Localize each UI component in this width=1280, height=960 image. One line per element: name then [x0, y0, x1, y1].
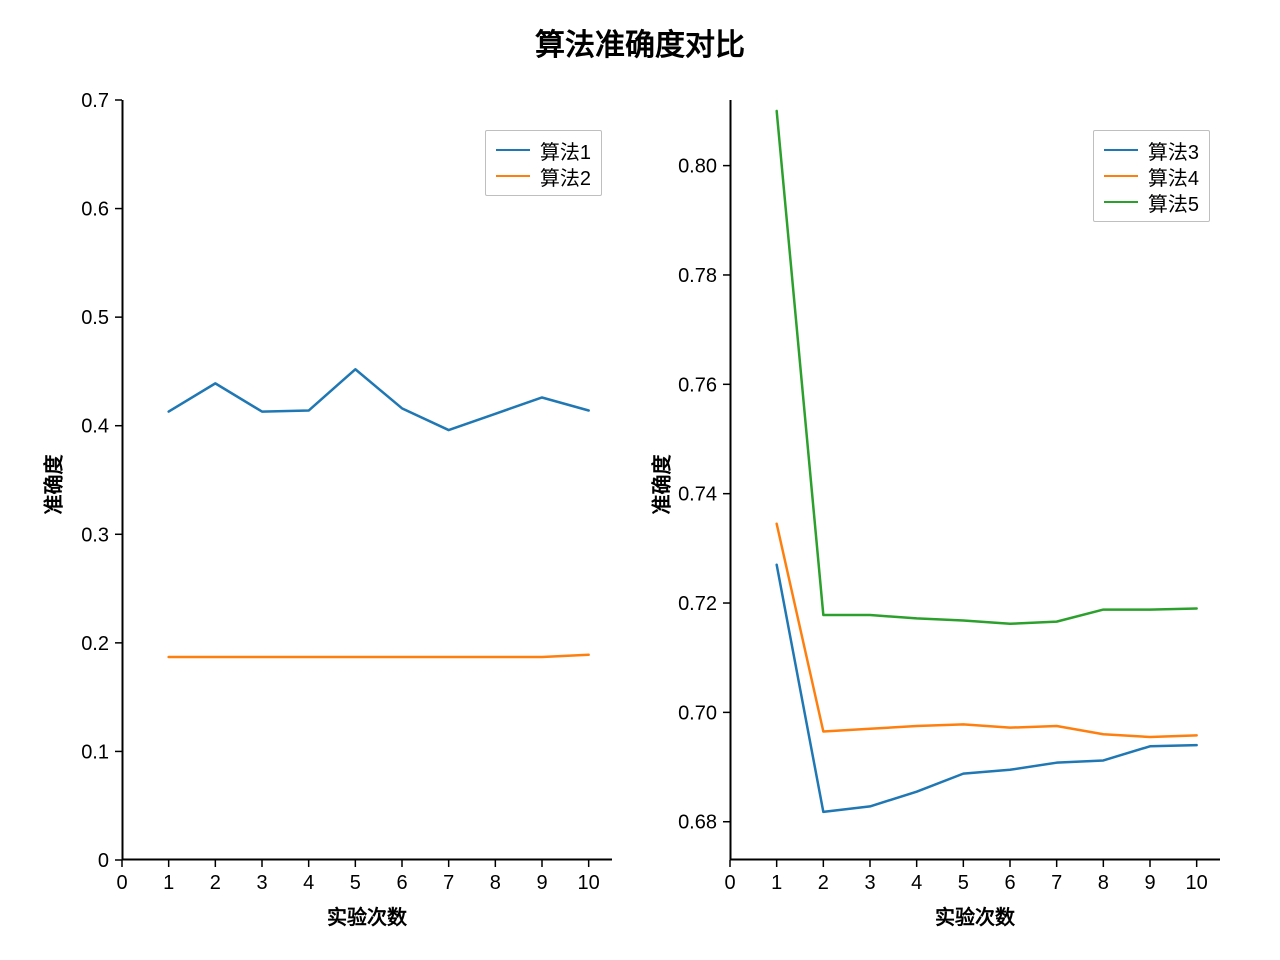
svg-text:0.70: 0.70 [678, 702, 717, 724]
svg-text:0.2: 0.2 [81, 633, 109, 655]
svg-text:1: 1 [771, 872, 782, 894]
svg-text:9: 9 [536, 872, 547, 894]
legend-label: 算法5 [1148, 188, 1199, 217]
legend-swatch [1104, 175, 1138, 177]
figure-suptitle: 算法准确度对比 [0, 20, 1280, 64]
svg-text:5: 5 [958, 872, 969, 894]
right-legend: 算法3算法4算法5 [1093, 130, 1210, 222]
figure: 算法准确度对比 01234567891000.10.20.30.40.50.60… [0, 0, 1280, 960]
svg-text:8: 8 [1098, 872, 1109, 894]
svg-text:10: 10 [1186, 872, 1208, 894]
left-xlabel: 实验次数 [122, 901, 612, 930]
right-xlabel: 实验次数 [730, 901, 1220, 930]
svg-text:0.80: 0.80 [678, 156, 717, 178]
svg-text:9: 9 [1144, 872, 1155, 894]
series-line-algo1 [169, 369, 589, 430]
svg-text:0: 0 [724, 872, 735, 894]
svg-text:0.5: 0.5 [81, 307, 109, 329]
left-ylabel: 准确度 [38, 385, 67, 585]
legend-item: 算法2 [496, 163, 591, 189]
svg-text:4: 4 [911, 872, 922, 894]
legend-label: 算法4 [1148, 162, 1199, 191]
svg-text:0.74: 0.74 [678, 484, 717, 506]
svg-text:0.76: 0.76 [678, 374, 717, 396]
svg-text:0.7: 0.7 [81, 90, 109, 112]
legend-item: 算法4 [1104, 163, 1199, 189]
svg-text:0: 0 [98, 850, 109, 872]
svg-text:5: 5 [350, 872, 361, 894]
series-line-algo3 [777, 565, 1197, 812]
svg-text:8: 8 [490, 872, 501, 894]
svg-text:7: 7 [443, 872, 454, 894]
legend-swatch [496, 175, 530, 177]
legend-swatch [496, 149, 530, 151]
svg-text:2: 2 [210, 872, 221, 894]
svg-text:3: 3 [256, 872, 267, 894]
legend-swatch [1104, 201, 1138, 203]
legend-item: 算法1 [496, 137, 591, 163]
svg-text:0: 0 [116, 872, 127, 894]
legend-swatch [1104, 149, 1138, 151]
left-subplot: 01234567891000.10.20.30.40.50.60.7 算法1算法… [122, 100, 612, 860]
left-plot-svg: 01234567891000.10.20.30.40.50.60.7 [122, 100, 612, 860]
svg-text:0.1: 0.1 [81, 741, 109, 763]
legend-label: 算法1 [540, 136, 591, 165]
svg-text:3: 3 [864, 872, 875, 894]
series-line-algo4 [777, 524, 1197, 737]
svg-text:4: 4 [303, 872, 314, 894]
legend-item: 算法3 [1104, 137, 1199, 163]
svg-text:10: 10 [578, 872, 600, 894]
svg-text:0.4: 0.4 [81, 416, 109, 438]
svg-text:2: 2 [818, 872, 829, 894]
svg-text:0.72: 0.72 [678, 593, 717, 615]
legend-label: 算法2 [540, 162, 591, 191]
svg-text:6: 6 [396, 872, 407, 894]
svg-text:0.3: 0.3 [81, 524, 109, 546]
svg-text:1: 1 [163, 872, 174, 894]
legend-label: 算法3 [1148, 136, 1199, 165]
svg-text:6: 6 [1004, 872, 1015, 894]
right-ylabel: 准确度 [646, 385, 675, 585]
right-subplot: 0123456789100.680.700.720.740.760.780.80… [730, 100, 1220, 860]
svg-text:7: 7 [1051, 872, 1062, 894]
svg-text:0.6: 0.6 [81, 199, 109, 221]
svg-text:0.78: 0.78 [678, 265, 717, 287]
series-line-algo2 [169, 655, 589, 657]
svg-text:0.68: 0.68 [678, 812, 717, 834]
left-legend: 算法1算法2 [485, 130, 602, 196]
legend-item: 算法5 [1104, 189, 1199, 215]
